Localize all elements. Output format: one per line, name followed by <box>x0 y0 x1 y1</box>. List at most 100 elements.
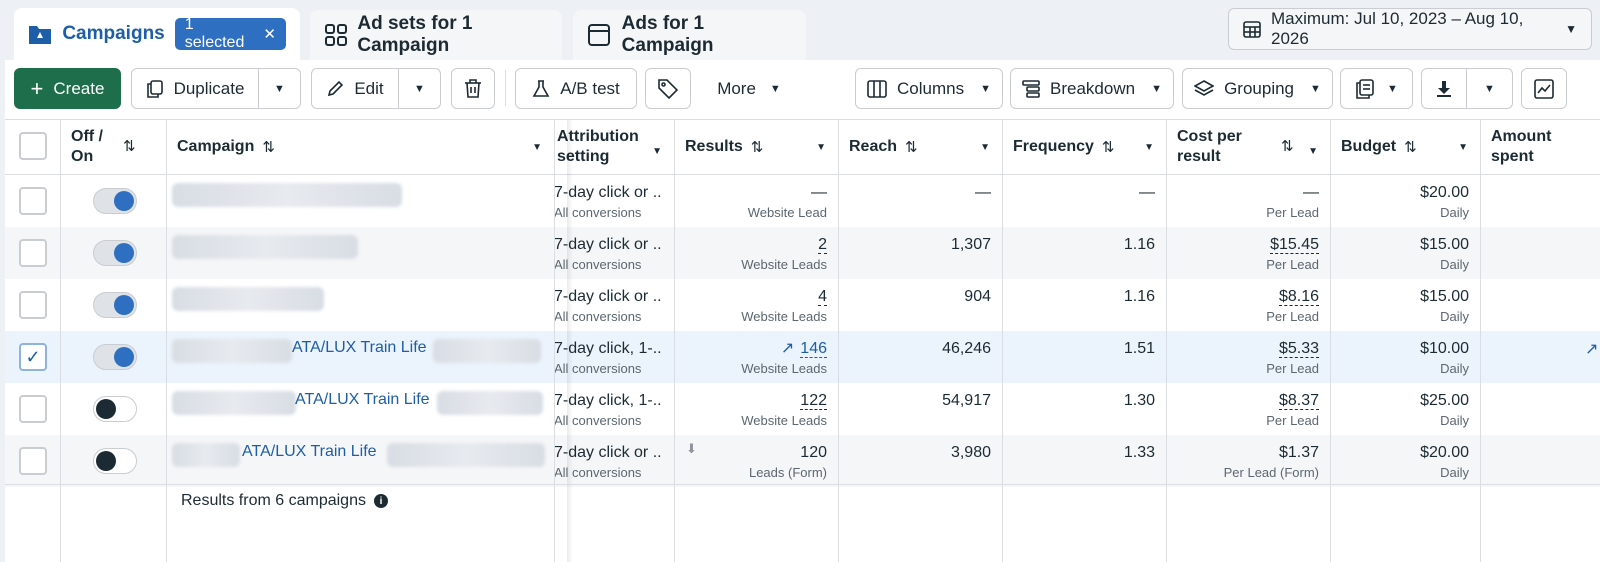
trending-up-icon: ↗ <box>1585 341 1599 358</box>
header-attribution[interactable]: Attribution setting ▼ <box>554 120 674 175</box>
header-cost-per-result[interactable]: Cost per result ⇅ ▼ <box>1166 120 1330 175</box>
header-amount-spent[interactable]: Amount spent <box>1480 120 1600 175</box>
more-label: More <box>717 78 756 98</box>
results-value[interactable]: 146 <box>800 340 827 358</box>
header-select-all[interactable] <box>5 120 60 175</box>
row-checkbox[interactable] <box>19 239 47 267</box>
results-value[interactable]: 122 <box>800 392 827 410</box>
header-results[interactable]: Results ⇅ ▼ <box>674 120 838 175</box>
campaign-toggle[interactable] <box>93 188 137 214</box>
breakdown-button[interactable]: Breakdown ▼ <box>1010 68 1174 109</box>
chevron-down-icon[interactable]: ▼ <box>652 146 662 157</box>
row-checkbox[interactable]: ✓ <box>19 343 47 371</box>
sort-icon[interactable]: ⇅ <box>1281 138 1294 155</box>
campaign-toggle[interactable] <box>93 292 137 318</box>
tab-adsets[interactable]: Ad sets for 1 Campaign <box>310 10 562 60</box>
date-range-picker[interactable]: Maximum: Jul 10, 2023 – Aug 10, 2026 ▼ <box>1228 8 1592 50</box>
grouping-button[interactable]: Grouping ▼ <box>1182 68 1333 109</box>
campaign-toggle[interactable] <box>93 396 137 422</box>
column-divider <box>1480 120 1481 562</box>
delete-button[interactable] <box>451 68 495 109</box>
chevron-down-icon[interactable]: ▼ <box>980 142 990 153</box>
campaign-name-link[interactable]: ATA/LUX Train Life <box>295 391 430 408</box>
table-row[interactable]: 7-day click or ... All conversions 4 Web… <box>5 279 1600 331</box>
create-button[interactable]: + Create <box>14 68 121 109</box>
budget-value: $20.00 <box>1420 444 1469 461</box>
campaign-toggle[interactable] <box>93 448 137 474</box>
header-frequency[interactable]: Frequency ⇅ ▼ <box>1002 120 1166 175</box>
table-row[interactable]: 7-day click or ... All conversions 2 Web… <box>5 227 1600 279</box>
export-button[interactable] <box>1421 68 1467 109</box>
tag-button[interactable] <box>645 68 691 109</box>
duplicate-label: Duplicate <box>173 78 245 98</box>
frequency-value: 1.16 <box>1123 288 1155 305</box>
row-checkbox[interactable] <box>19 187 47 215</box>
cost-per-result-cell: $8.37 Per Lead <box>1166 383 1330 435</box>
table-row[interactable]: ATA/LUX Train Life 7-day click or ... Al… <box>5 435 1600 487</box>
campaign-name-link[interactable]: ATA/LUX Train Life <box>292 339 427 356</box>
results-value[interactable]: 4 <box>818 288 827 306</box>
chevron-down-icon[interactable]: ▼ <box>1458 142 1468 153</box>
header-reach[interactable]: Reach ⇅ ▼ <box>838 120 1002 175</box>
campaign-toggle[interactable] <box>93 240 137 266</box>
chevron-down-icon[interactable]: ▼ <box>1144 142 1154 153</box>
info-icon[interactable]: i <box>373 494 388 508</box>
campaign-toggle[interactable] <box>93 344 137 370</box>
row-checkbox[interactable] <box>19 447 47 475</box>
clear-selection-icon[interactable]: ✕ <box>263 26 276 43</box>
ab-test-button[interactable]: A/B test <box>515 68 637 109</box>
duplicate-icon <box>146 79 164 98</box>
trash-icon <box>464 79 482 98</box>
sort-icon[interactable]: ⇅ <box>905 139 918 156</box>
charts-button[interactable] <box>1521 68 1567 109</box>
row-checkbox[interactable] <box>19 395 47 423</box>
sort-icon[interactable]: ⇅ <box>123 138 136 155</box>
cost-per-result-value[interactable]: $15.45 <box>1270 236 1319 254</box>
table-row[interactable]: ATA/LUX Train Life 7-day click, 1-... Al… <box>5 383 1600 435</box>
header-cost-per-result-label: Cost per result <box>1177 128 1242 165</box>
edit-dropdown[interactable]: ▼ <box>399 68 441 109</box>
chevron-down-icon[interactable]: ▼ <box>1308 146 1318 157</box>
sort-icon[interactable]: ⇅ <box>1101 139 1115 156</box>
sort-icon[interactable]: ⇅ <box>1404 139 1417 156</box>
results-value[interactable]: 2 <box>818 236 827 254</box>
redacted-campaign-name <box>172 287 324 311</box>
reach-value: 904 <box>964 288 991 305</box>
sort-icon[interactable]: ⇅ <box>262 139 275 156</box>
cost-per-result-value: $1.37 <box>1278 444 1319 461</box>
selected-badge[interactable]: 1 selected ✕ <box>174 16 286 51</box>
attribution-sub: All conversions <box>554 361 642 376</box>
attribution-value: 7-day click or ... <box>554 288 663 305</box>
sort-icon[interactable]: ⇅ <box>750 139 764 156</box>
header-budget[interactable]: Budget ⇅ ▼ <box>1330 120 1480 175</box>
select-all-checkbox[interactable] <box>19 132 47 160</box>
table-row[interactable]: 7-day click or ... All conversions — Web… <box>5 175 1600 227</box>
row-checkbox[interactable] <box>19 291 47 319</box>
chevron-down-icon: ▼ <box>1151 82 1162 95</box>
header-campaign[interactable]: Campaign ⇅ ▼ <box>166 120 554 175</box>
more-button[interactable]: More ▼ <box>699 68 799 109</box>
budget-sub: Daily <box>1440 309 1469 324</box>
export-dropdown[interactable]: ▼ <box>1467 68 1513 109</box>
chevron-down-icon[interactable]: ▼ <box>816 142 826 153</box>
chevron-down-icon[interactable]: ▼ <box>532 142 542 153</box>
cost-per-result-value[interactable]: $8.16 <box>1278 288 1319 306</box>
edit-button[interactable]: Edit <box>311 68 399 109</box>
attribution-cell: 7-day click, 1-... All conversions <box>554 383 674 435</box>
reports-button[interactable]: ▼ <box>1340 68 1413 109</box>
cost-per-result-value[interactable]: $5.33 <box>1278 340 1319 358</box>
frequency-cell: 1.33 <box>1002 435 1166 487</box>
tab-ads[interactable]: Ads for 1 Campaign <box>573 10 806 60</box>
chevron-down-icon: ▼ <box>1310 82 1321 95</box>
columns-button[interactable]: Columns ▼ <box>855 68 1003 109</box>
cost-per-result-value[interactable]: $8.37 <box>1278 392 1319 410</box>
table-row[interactable]: ✓ ATA/LUX Train Life 7-day click, 1-... A… <box>5 331 1600 383</box>
duplicate-button[interactable]: Duplicate <box>131 68 259 109</box>
campaign-name-link[interactable]: ATA/LUX Train Life <box>242 443 377 460</box>
tab-campaigns[interactable]: Campaigns 1 selected ✕ <box>14 8 300 60</box>
header-off-on[interactable]: Off / On ⇅ <box>60 120 166 175</box>
tab-campaigns-label: Campaigns <box>62 23 165 44</box>
duplicate-dropdown[interactable]: ▼ <box>259 68 301 109</box>
cost-per-result-sub: Per Lead <box>1266 361 1319 376</box>
budget-sub: Daily <box>1440 205 1469 220</box>
